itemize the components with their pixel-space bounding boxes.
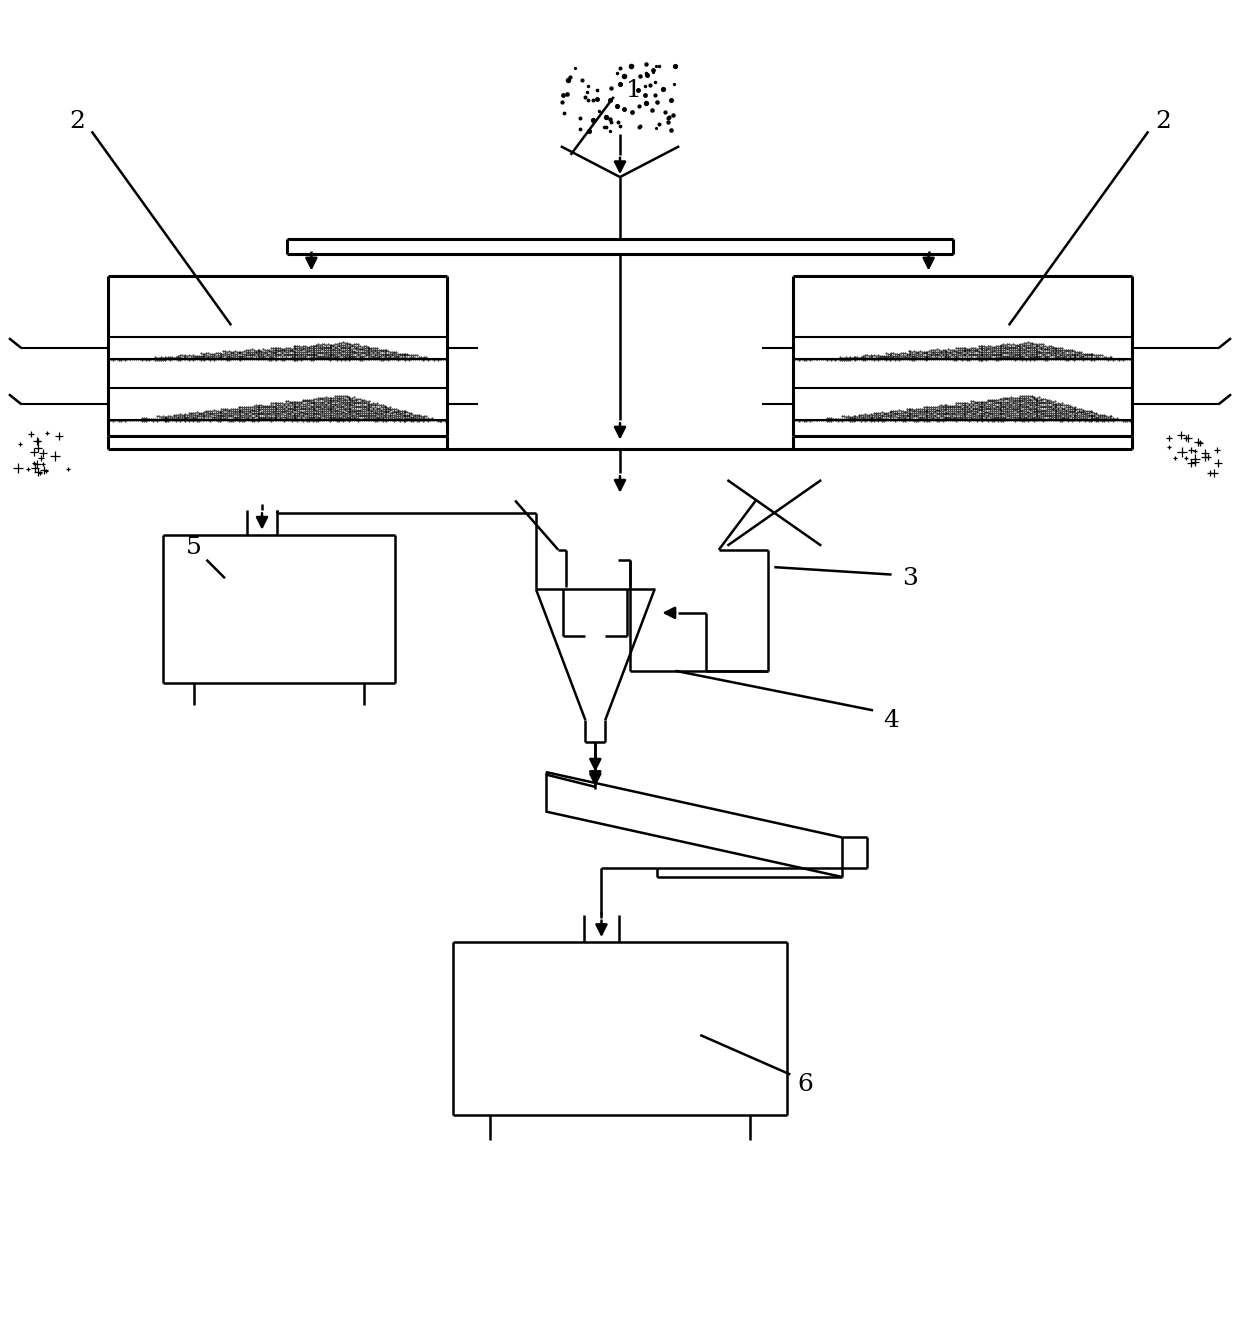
Text: 1: 1 <box>626 79 642 103</box>
Text: 2: 2 <box>69 111 84 133</box>
Text: 5: 5 <box>186 536 202 558</box>
Text: 2: 2 <box>1156 111 1171 133</box>
Text: 4: 4 <box>884 709 899 732</box>
Text: 6: 6 <box>797 1073 813 1096</box>
Text: 3: 3 <box>903 566 918 590</box>
